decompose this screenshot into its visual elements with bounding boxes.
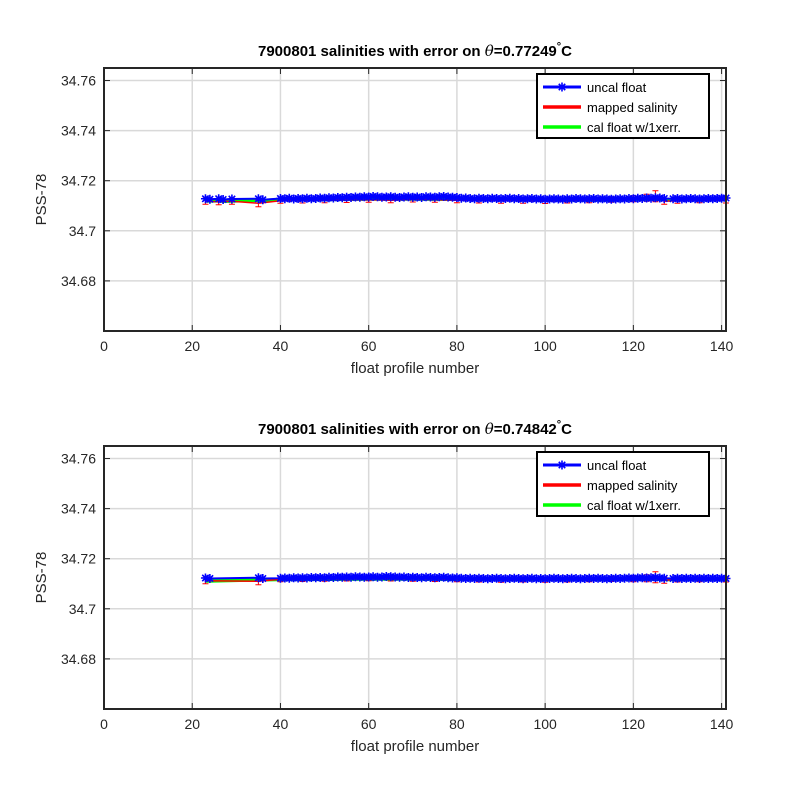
x-tick-label: 20 [184, 338, 200, 354]
chart-title: 7900801 salinities with error on θ=0.772… [258, 41, 572, 60]
legend-entry-3: cal float w/1xerr. [543, 120, 681, 135]
uncal-float-marker [253, 194, 263, 204]
legend-label: cal float w/1xerr. [587, 498, 681, 513]
legend-entry-1: uncal float [543, 458, 647, 473]
uncal-float-marker [205, 574, 215, 584]
axes-box [103, 67, 727, 332]
y-tick-label: 34.7 [69, 601, 96, 617]
uncal-float-marker [205, 194, 215, 204]
chart-title: 7900801 salinities with error on θ=0.748… [258, 419, 572, 438]
y-tick-label: 34.74 [61, 123, 96, 139]
legend-label: mapped salinity [587, 478, 678, 493]
x-tick-label: 40 [273, 716, 289, 732]
y-tick-label: 34.72 [61, 551, 96, 567]
x-axis-label: float profile number [351, 360, 479, 377]
x-tick-label: 60 [361, 338, 377, 354]
legend-label: mapped salinity [587, 100, 678, 115]
y-tick-label: 34.76 [61, 73, 96, 89]
legend-entry-1: uncal float [543, 80, 647, 95]
title-value: =0.77249 [494, 43, 557, 60]
uncal-float-marker [218, 195, 228, 204]
x-tick-label: 80 [449, 716, 465, 732]
legend-label: uncal float [587, 80, 647, 95]
uncal-float-marker [659, 193, 669, 203]
legend-label: uncal float [587, 458, 647, 473]
uncal-float-marker [659, 573, 669, 583]
title-value: =0.74842 [494, 421, 557, 438]
x-tick-label: 80 [449, 338, 465, 354]
y-tick-label: 34.68 [61, 273, 96, 289]
axes-box [103, 445, 727, 710]
title-unit: C [561, 421, 572, 438]
y-axis-label: PSS-78 [33, 552, 50, 604]
legend-label: cal float w/1xerr. [587, 120, 681, 135]
x-tick-label: 100 [533, 716, 557, 732]
x-tick-label: 140 [710, 338, 734, 354]
legend-entry-3: cal float w/1xerr. [543, 498, 681, 513]
y-tick-label: 34.72 [61, 173, 96, 189]
x-axis-label: float profile number [351, 738, 479, 755]
y-axis-label: PSS-78 [33, 174, 50, 226]
x-tick-label: 140 [710, 716, 734, 732]
uncal-float-marker [258, 574, 268, 584]
title-prefix: 7900801 salinities with error on [258, 421, 485, 438]
y-tick-label: 34.76 [61, 451, 96, 467]
legend: uncal float mapped salinity cal float w/1x… [536, 451, 710, 517]
legend-star-marker [557, 82, 567, 92]
x-tick-label: 60 [361, 716, 377, 732]
x-tick-label: 100 [533, 338, 557, 354]
chart-panel-2: 7900801 salinities with error on θ=0.748… [33, 419, 733, 755]
x-tick-label: 120 [622, 716, 646, 732]
title-theta: θ [485, 420, 494, 438]
title-theta: θ [485, 42, 494, 60]
x-tick-label: 20 [184, 716, 200, 732]
chart-panel-1: 7900801 salinities with error on θ=0.772… [33, 41, 733, 377]
title-unit: C [561, 43, 572, 60]
title-degree: ° [557, 419, 561, 431]
x-tick-label: 0 [100, 338, 108, 354]
legend-entry-2: mapped salinity [543, 100, 678, 115]
x-tick-label: 0 [100, 716, 108, 732]
y-tick-label: 34.74 [61, 501, 96, 517]
legend-entry-2: mapped salinity [543, 478, 678, 493]
x-tick-label: 40 [273, 338, 289, 354]
uncal-float-marker [227, 194, 237, 204]
y-tick-label: 34.68 [61, 651, 96, 667]
legend-star-marker [557, 460, 567, 470]
title-prefix: 7900801 salinities with error on [258, 43, 485, 60]
x-tick-label: 120 [622, 338, 646, 354]
legend: uncal float mapped salinity cal float w/1x… [536, 73, 710, 139]
y-tick-label: 34.7 [69, 223, 96, 239]
uncal-float-marker [258, 195, 268, 205]
title-degree: ° [557, 41, 561, 53]
